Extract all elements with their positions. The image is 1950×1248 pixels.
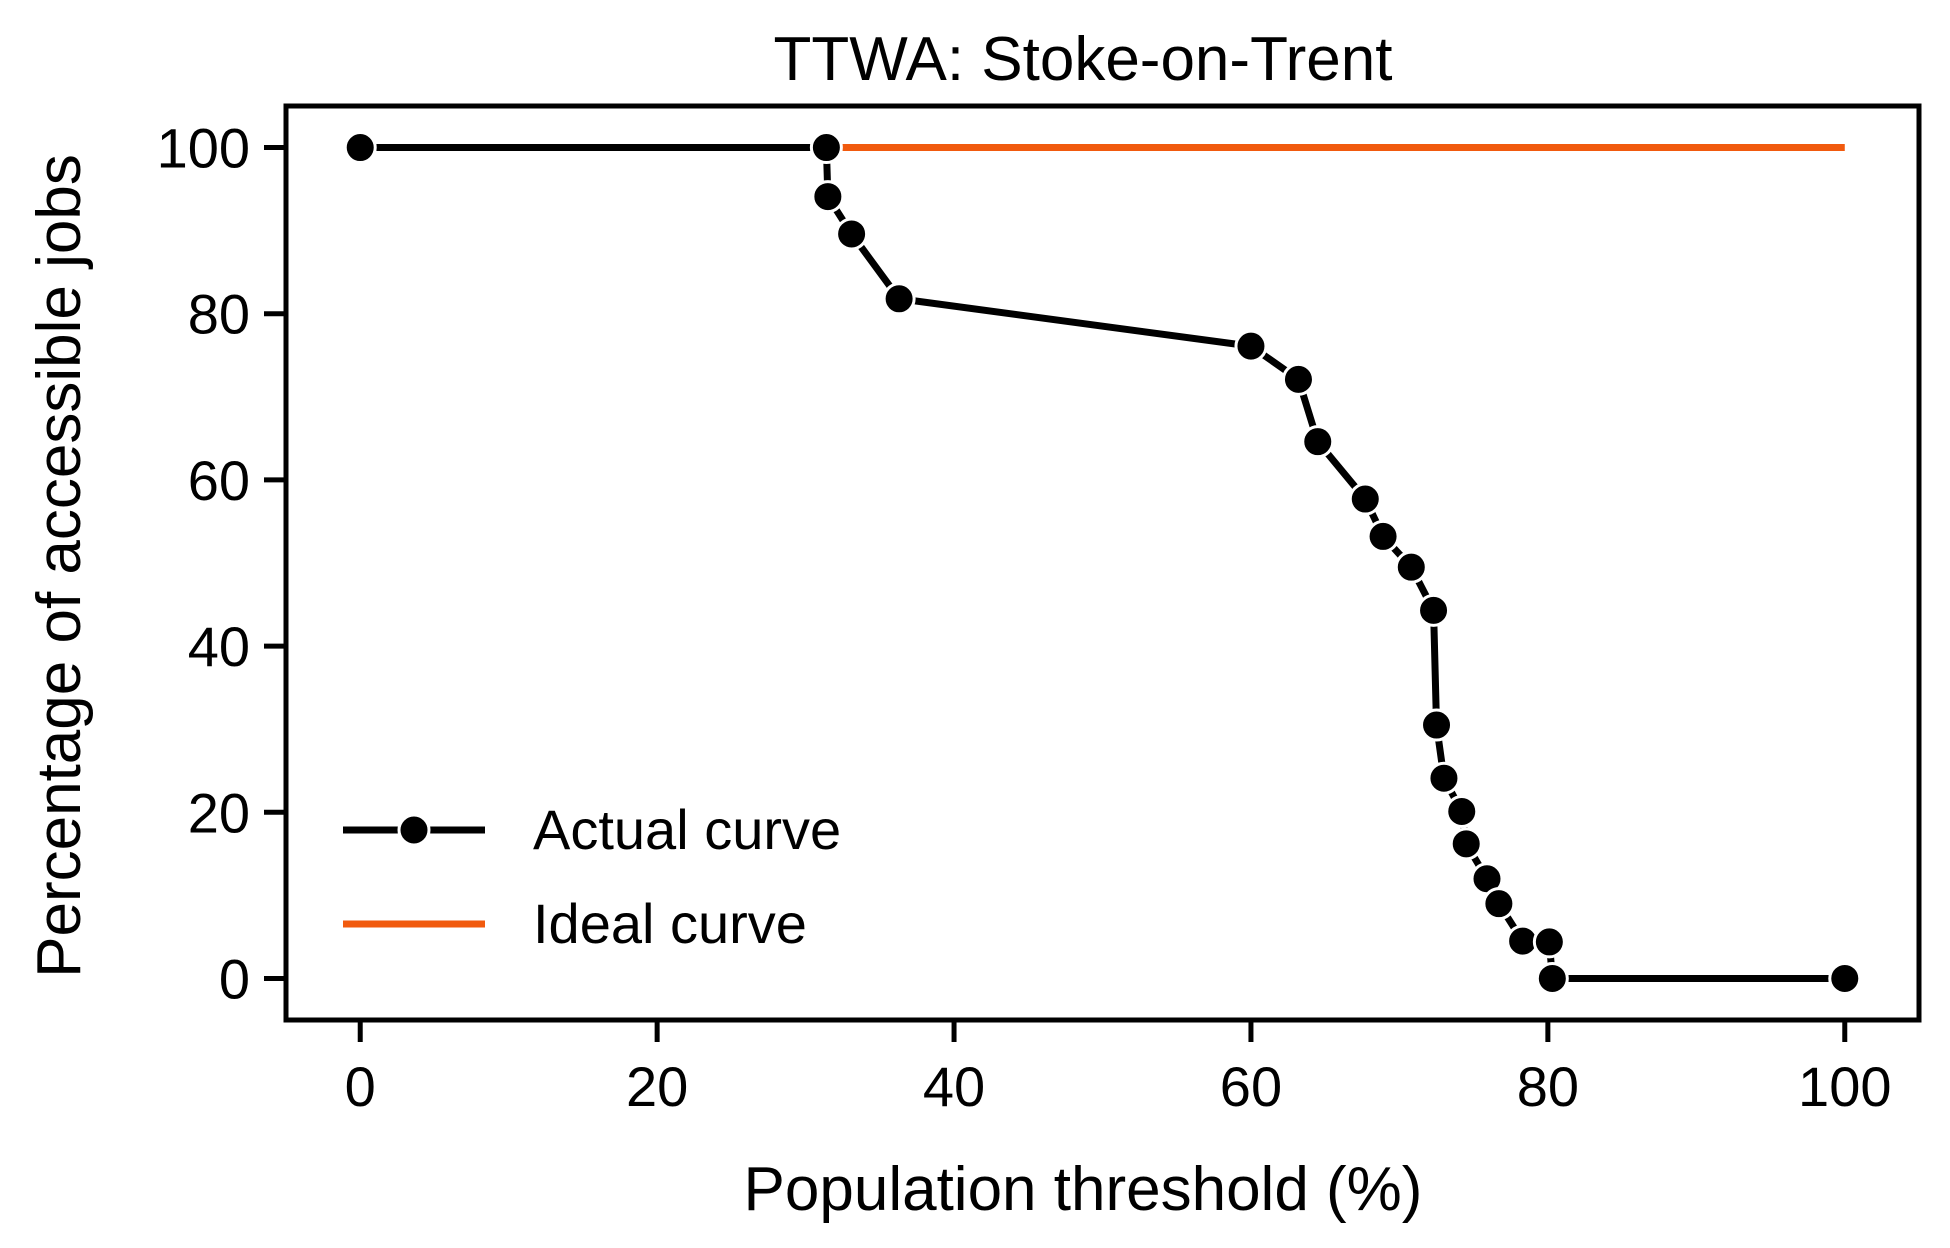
data-point <box>1417 593 1451 627</box>
data-point <box>1366 519 1400 553</box>
y-axis-title: Percentage of accessible jobs <box>25 154 94 978</box>
y-tick-label: 80 <box>188 283 250 346</box>
data-point <box>1234 329 1268 363</box>
data-point <box>1449 827 1483 861</box>
data-point <box>1348 482 1382 516</box>
data-point <box>1427 761 1461 795</box>
data-point <box>1828 961 1862 995</box>
x-tick-label: 60 <box>1220 1055 1282 1118</box>
data-point <box>1420 708 1454 742</box>
legend-label-actual: Actual curve <box>533 798 841 861</box>
y-tick-label: 60 <box>188 449 250 512</box>
x-tick-label: 0 <box>345 1055 376 1118</box>
series-line-actual <box>360 144 1845 982</box>
x-axis-title: Population threshold (%) <box>744 1155 1423 1224</box>
y-tick-label: 20 <box>188 781 250 844</box>
y-tick-label: 40 <box>188 615 250 678</box>
data-point <box>1445 794 1479 828</box>
data-point <box>1394 550 1428 584</box>
plot-frame <box>283 103 1922 1023</box>
data-point <box>1281 362 1315 396</box>
data-point <box>882 282 916 316</box>
y-tick-label: 100 <box>157 117 250 180</box>
data-point <box>1301 425 1335 459</box>
data-point <box>343 131 377 165</box>
data-point <box>1535 961 1569 995</box>
data-point <box>1482 887 1516 921</box>
plot-area: 0 20 40 60 80 100 0 20 40 60 80 100 <box>157 103 1922 1118</box>
legend-label-ideal: Ideal curve <box>533 892 807 955</box>
legend: Actual curve Ideal curve <box>343 798 841 955</box>
x-tick-label: 80 <box>1517 1055 1579 1118</box>
x-tick-label: 20 <box>626 1055 688 1118</box>
data-point <box>835 217 869 251</box>
x-tick-label: 100 <box>1798 1055 1891 1118</box>
data-point <box>1532 925 1566 959</box>
data-point <box>811 180 845 214</box>
chart-title: TTWA: Stoke-on-Trent <box>774 25 1393 94</box>
data-point <box>809 131 843 165</box>
y-tick-label: 0 <box>219 947 250 1010</box>
x-tick-label: 40 <box>923 1055 985 1118</box>
legend-marker-actual <box>397 813 431 847</box>
